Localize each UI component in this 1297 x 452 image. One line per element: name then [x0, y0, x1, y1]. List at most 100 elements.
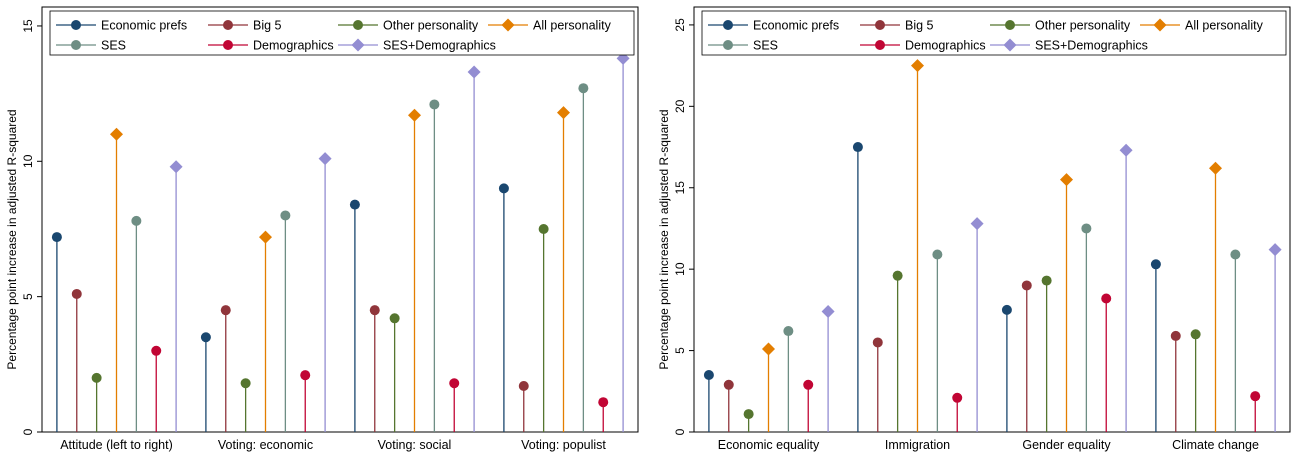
y-tick-label: 5 — [21, 293, 35, 300]
data-point-circle — [952, 392, 963, 403]
legend-marker-circle — [223, 40, 233, 50]
data-point-circle — [1081, 223, 1092, 234]
data-point-circle — [1150, 259, 1161, 270]
legend-label: Demographics — [905, 39, 986, 53]
data-point-circle — [703, 370, 714, 381]
data-point-diamond — [259, 230, 272, 244]
data-point-circle — [723, 379, 734, 390]
legend-label: Economic prefs — [101, 19, 187, 33]
data-point-diamond — [911, 59, 924, 73]
legend-label: SES — [101, 39, 126, 53]
data-point-circle — [1021, 280, 1032, 291]
data-point-circle — [131, 215, 142, 226]
data-point-circle — [852, 142, 863, 153]
data-point-circle — [743, 409, 754, 420]
data-point-circle — [1001, 304, 1012, 315]
data-point-circle — [369, 305, 380, 316]
data-point-circle — [578, 83, 589, 94]
data-point-circle — [300, 370, 311, 381]
y-tick-label: 25 — [673, 18, 687, 32]
legend-label: Big 5 — [905, 19, 934, 33]
data-point-diamond — [1268, 243, 1282, 257]
data-point-circle — [51, 232, 62, 243]
y-tick-label: 0 — [673, 428, 687, 435]
data-point-circle — [220, 305, 231, 316]
legend-label: All personality — [1185, 19, 1264, 33]
y-axis-label: Percentage point increase in adjusted R-… — [5, 109, 19, 369]
legend-marker-circle — [1005, 20, 1015, 30]
data-point-circle — [449, 378, 460, 389]
category-label: Gender equality — [1022, 438, 1111, 452]
y-tick-label: 5 — [673, 347, 687, 354]
legend-label: All personality — [533, 19, 612, 33]
category-label: Voting: populist — [521, 438, 606, 452]
data-point-circle — [349, 199, 360, 210]
y-tick-label: 0 — [21, 428, 35, 435]
category-label: Attitude (left to right) — [60, 438, 173, 452]
legend-marker-diamond — [1153, 18, 1167, 32]
legend-marker-circle — [875, 20, 885, 30]
chart-left: 0 5 10 15 Percentage point increase in adjus… — [5, 6, 639, 452]
data-point-diamond — [318, 152, 332, 166]
category-label: Climate change — [1172, 438, 1259, 452]
data-point-diamond — [110, 127, 123, 141]
data-point-diamond — [1060, 173, 1073, 187]
data-point-circle — [538, 223, 549, 234]
data-point-diamond — [1119, 143, 1133, 157]
y-tick-label: 10 — [21, 154, 35, 168]
data-point-circle — [872, 337, 883, 348]
legend-marker-circle — [723, 40, 733, 50]
data-point-circle — [389, 313, 400, 324]
legend-label: Demographics — [253, 39, 334, 53]
data-point-circle — [1250, 391, 1261, 402]
data-point-diamond — [467, 65, 481, 79]
data-point-circle — [151, 345, 162, 356]
data-point-diamond — [821, 305, 835, 319]
legend-marker-circle — [723, 20, 733, 30]
data-point-circle — [598, 397, 609, 408]
data-point-diamond — [970, 217, 984, 231]
data-point-circle — [91, 372, 102, 383]
category-label: Immigration — [885, 438, 950, 452]
data-point-circle — [1170, 330, 1181, 341]
data-point-circle — [1230, 249, 1241, 260]
chart-right: 0 5 10 15 20 25 Percentage point increase in a… — [657, 6, 1291, 452]
legend-marker-diamond — [501, 18, 515, 32]
data-point-circle — [892, 270, 903, 281]
data-point-circle — [200, 332, 211, 343]
data-point-diamond — [408, 108, 421, 122]
legend-marker-circle — [353, 20, 363, 30]
data-point-circle — [498, 183, 509, 194]
legend-marker-circle — [223, 20, 233, 30]
legend-marker-diamond — [351, 38, 365, 52]
legend-label: SES+Demographics — [383, 39, 496, 53]
data-point-circle — [1041, 275, 1052, 286]
legend-label: Other personality — [1035, 19, 1131, 33]
data-point-diamond — [762, 342, 775, 356]
legend-marker-circle — [71, 20, 81, 30]
legend-marker-circle — [875, 40, 885, 50]
legend-marker-circle — [71, 40, 81, 50]
legend-label: Other personality — [383, 19, 479, 33]
legend: Economic prefs Big 5 Other personality All … — [701, 10, 1287, 56]
data-point-diamond — [169, 160, 183, 174]
legend-box — [49, 10, 635, 56]
y-tick-label: 20 — [673, 99, 687, 113]
data-point-circle — [803, 379, 814, 390]
data-point-circle — [518, 380, 529, 391]
category-label: Voting: economic — [218, 438, 313, 452]
legend-marker-diamond — [1003, 38, 1017, 52]
data-point-diamond — [1209, 161, 1222, 175]
y-axis-label: Percentage point increase in adjusted R-… — [657, 109, 671, 369]
legend-label: SES — [753, 39, 778, 53]
data-point-circle — [783, 326, 794, 337]
legend-label: SES+Demographics — [1035, 39, 1148, 53]
category-label: Economic equality — [718, 438, 820, 452]
data-point-diamond — [557, 106, 570, 120]
y-tick-label: 10 — [673, 262, 687, 276]
legend-box — [701, 10, 1287, 56]
data-point-circle — [932, 249, 943, 260]
y-tick-label: 15 — [673, 181, 687, 195]
data-point-circle — [429, 99, 440, 110]
